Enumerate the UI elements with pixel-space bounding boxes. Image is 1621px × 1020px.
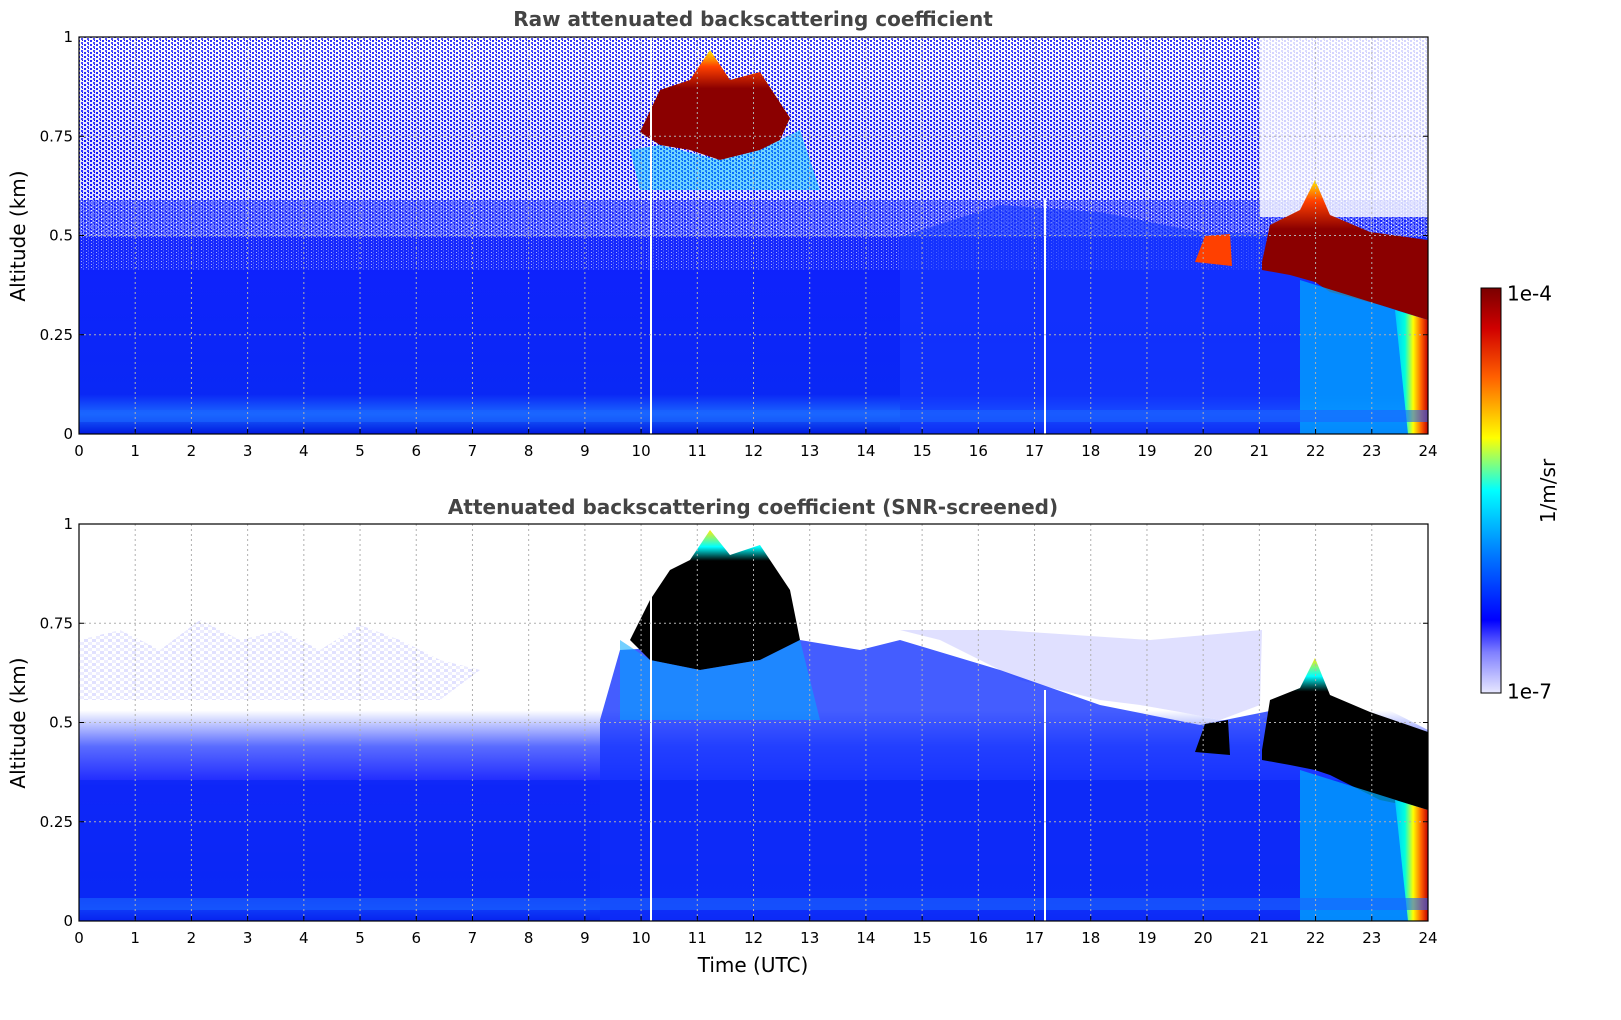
x-tick-label: 1 <box>130 442 140 460</box>
x-tick-label: 12 <box>744 442 763 460</box>
colorbar-gradient <box>1480 287 1502 694</box>
x-tick-label: 19 <box>1137 929 1156 947</box>
x-tick-label: 20 <box>1194 442 1213 460</box>
x-tick-label: 8 <box>524 442 534 460</box>
x-tick-label: 10 <box>632 929 651 947</box>
panel-screened-ylabel: Altitude (km) <box>6 657 30 788</box>
x-tick-label: 9 <box>580 442 590 460</box>
x-tick-label: 10 <box>632 442 651 460</box>
panel-screened: Attenuated backscattering coefficient (S… <box>6 495 1438 977</box>
panel-raw-heatmap <box>79 37 1428 434</box>
x-tick-label: 16 <box>969 929 988 947</box>
x-tick-label: 11 <box>688 442 707 460</box>
x-tick-label: 13 <box>800 929 819 947</box>
x-tick-label: 2 <box>187 442 197 460</box>
x-tick-label: 21 <box>1250 929 1269 947</box>
panel-screened-xlabel: Time (UTC) <box>697 953 809 977</box>
x-tick-label: 3 <box>243 442 253 460</box>
x-tick-label: 6 <box>411 929 421 947</box>
x-tick-label: 22 <box>1306 929 1325 947</box>
x-tick-label: 1 <box>130 929 140 947</box>
x-tick-label: 7 <box>468 929 478 947</box>
panel-screened-grid <box>79 524 1428 921</box>
x-tick-label: 5 <box>355 442 365 460</box>
x-tick-label: 21 <box>1250 442 1269 460</box>
y-tick-label: 0 <box>63 912 73 930</box>
x-tick-label: 18 <box>1081 929 1100 947</box>
panel-raw-grid <box>79 37 1428 434</box>
y-tick-label: 0.5 <box>49 227 73 245</box>
colorbar-unit-label: 1/m/sr <box>1536 458 1560 523</box>
x-tick-label: 5 <box>355 929 365 947</box>
y-tick-label: 0.25 <box>40 813 73 831</box>
x-tick-label: 18 <box>1081 442 1100 460</box>
x-tick-label: 4 <box>299 929 309 947</box>
panel-screened-y-axis: 0 0.25 0.5 0.75 1 <box>40 515 1428 930</box>
x-tick-label: 14 <box>856 929 875 947</box>
x-tick-label: 24 <box>1418 442 1437 460</box>
x-tick-label: 23 <box>1362 442 1381 460</box>
x-tick-label: 14 <box>856 442 875 460</box>
x-tick-label: 0 <box>74 442 84 460</box>
y-tick-label: 0 <box>63 425 73 443</box>
y-tick-label: 1 <box>63 515 73 533</box>
colorbar-min-label: 1e-7 <box>1507 680 1552 704</box>
colorbar: 1e-4 1e-7 1/m/sr <box>1480 282 1560 704</box>
x-tick-label: 8 <box>524 929 534 947</box>
x-tick-label: 6 <box>411 442 421 460</box>
x-tick-label: 17 <box>1025 929 1044 947</box>
colorbar-max-label: 1e-4 <box>1507 282 1552 306</box>
x-tick-label: 19 <box>1137 442 1156 460</box>
x-tick-label: 13 <box>800 442 819 460</box>
panel-raw-y-axis: 0 0.25 0.5 0.75 1 <box>40 28 1428 443</box>
x-tick-label: 2 <box>187 929 197 947</box>
panel-screened-x-axis: 0 1 2 3 4 5 6 7 8 9 10 11 12 13 14 15 16 17 18 19 20 21 22 23 24 <box>74 916 1438 947</box>
panel-raw-ylabel: Altitude (km) <box>6 170 30 301</box>
x-tick-label: 23 <box>1362 929 1381 947</box>
y-tick-label: 0.25 <box>40 326 73 344</box>
y-tick-label: 0.5 <box>49 714 73 732</box>
panel-screened-heatmap <box>79 524 1428 921</box>
y-tick-label: 0.75 <box>40 614 73 632</box>
x-tick-label: 17 <box>1025 442 1044 460</box>
x-tick-label: 12 <box>744 929 763 947</box>
x-tick-label: 7 <box>468 442 478 460</box>
x-tick-label: 22 <box>1306 442 1325 460</box>
x-tick-label: 16 <box>969 442 988 460</box>
y-tick-label: 1 <box>63 28 73 46</box>
y-tick-label: 0.75 <box>40 127 73 145</box>
x-tick-label: 11 <box>688 929 707 947</box>
x-tick-label: 20 <box>1194 929 1213 947</box>
x-tick-label: 0 <box>74 929 84 947</box>
panel-raw-title: Raw attenuated backscattering coefficien… <box>513 7 993 31</box>
panel-screened-title: Attenuated backscattering coefficient (S… <box>448 495 1058 519</box>
x-tick-label: 3 <box>243 929 253 947</box>
x-tick-label: 15 <box>913 442 932 460</box>
x-tick-label: 9 <box>580 929 590 947</box>
panel-raw: Raw attenuated backscattering coefficien… <box>6 7 1438 460</box>
panel-raw-x-axis: 0 1 2 3 4 5 6 7 8 9 10 11 12 13 14 15 16 17 18 19 20 21 22 23 24 <box>74 429 1438 460</box>
x-tick-label: 15 <box>913 929 932 947</box>
x-tick-label: 24 <box>1418 929 1437 947</box>
x-tick-label: 4 <box>299 442 309 460</box>
